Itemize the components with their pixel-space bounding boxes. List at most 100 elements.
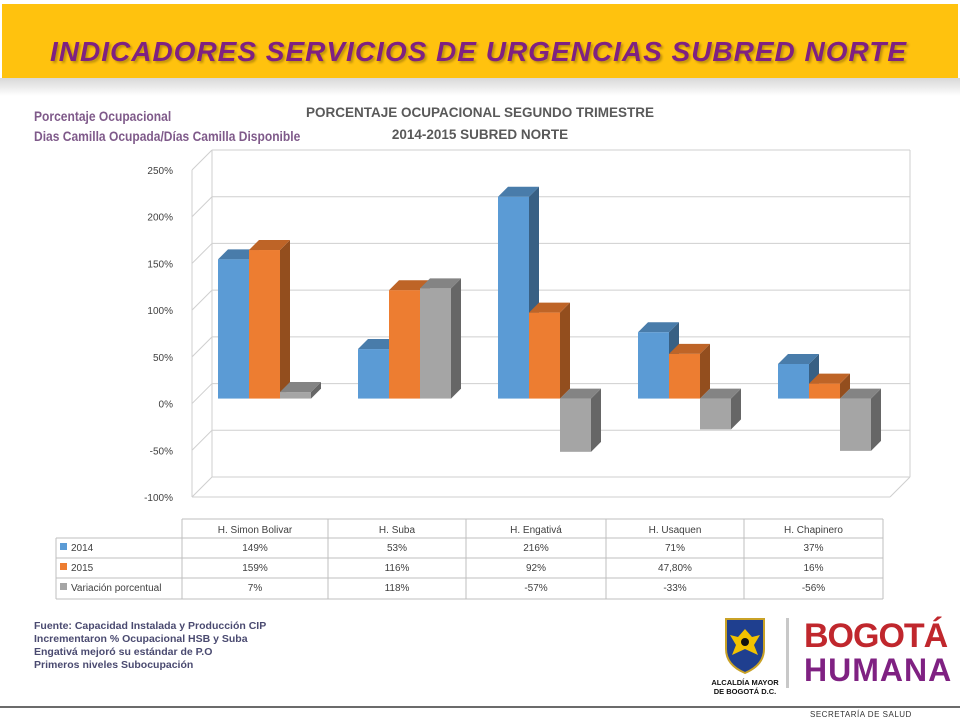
gridline-side	[191, 149, 213, 171]
bar-side	[591, 388, 601, 452]
legend-label: 2015	[71, 563, 94, 574]
legend-swatch	[60, 543, 67, 550]
data-label: 118%	[385, 583, 410, 594]
bar	[389, 290, 420, 399]
legend-label: Variación porcentual	[71, 583, 161, 594]
indicator-label: Porcentaje Ocupacional Dias Camilla Ocup…	[34, 106, 300, 146]
bar-side	[871, 388, 881, 451]
bar-top	[669, 343, 710, 354]
data-label: 71%	[665, 543, 685, 554]
x-tick-label: H. Chapinero	[784, 525, 843, 536]
bar-top	[778, 354, 819, 365]
data-label: 47,80%	[658, 563, 692, 574]
legend-label: 2014	[71, 543, 94, 554]
note-line: Engativá mejoró su estándar de P.O	[34, 646, 213, 658]
data-label: -56%	[802, 583, 825, 594]
bar	[249, 250, 280, 399]
bar-side	[560, 302, 570, 399]
chart-title: PORCENTAJE OCUPACIONAL SEGUNDO TRIMESTRE…	[200, 102, 760, 146]
footer-line	[0, 706, 960, 708]
gridline-side	[191, 476, 213, 498]
chart-title-line2: 2014-2015 SUBRED NORTE	[391, 127, 569, 142]
data-label: -33%	[663, 583, 686, 594]
bar-top	[389, 280, 430, 291]
y-tick-label: -50%	[150, 446, 173, 457]
note-line: Incrementaron % Ocupacional HSB y Suba	[34, 633, 248, 645]
bar-top	[560, 388, 601, 399]
bar-side	[840, 373, 850, 399]
data-label: 53%	[387, 543, 407, 554]
bar-top	[420, 278, 461, 289]
x-tick-label: H. Suba	[379, 525, 416, 536]
title-banner	[2, 4, 958, 78]
bar-top	[249, 240, 290, 251]
x-tick-label: H. Engativá	[510, 525, 562, 536]
y-tick-label: 200%	[147, 213, 173, 224]
logo-divider	[786, 618, 789, 688]
bar	[560, 398, 591, 452]
data-label: 216%	[523, 543, 549, 554]
data-label: 159%	[242, 563, 268, 574]
floor-edge	[889, 476, 911, 498]
gridline-side	[191, 383, 213, 404]
bar	[778, 364, 809, 399]
y-tick-label: 150%	[147, 259, 173, 270]
notes-block: Fuente: Capacidad Instalada y Producción…	[34, 620, 266, 672]
y-tick-label: 100%	[147, 306, 173, 317]
legend-swatch	[60, 583, 67, 590]
bar-top	[498, 186, 539, 197]
logo-text-line1: ALCALDÍA MAYOR	[711, 678, 779, 687]
bar	[809, 383, 840, 399]
indicator-label-line1: Porcentaje Ocupacional	[34, 108, 172, 124]
banner-shadow	[0, 78, 960, 96]
footer-text: SECRETARÍA DE SALUD	[810, 710, 912, 719]
gridline-side	[191, 289, 213, 311]
gridline-side	[191, 243, 213, 264]
bar	[840, 398, 871, 451]
gridline-side	[191, 336, 213, 358]
bar-top	[358, 339, 399, 350]
bar	[669, 353, 700, 399]
y-tick-label: 50%	[153, 353, 173, 364]
note-line: Primeros niveles Subocupación	[34, 659, 194, 671]
bar-top	[700, 388, 741, 399]
legend-swatch	[60, 563, 67, 570]
bar-side	[700, 343, 710, 399]
bar-top	[840, 388, 881, 399]
x-tick-label: H. Simon Bolivar	[218, 525, 293, 536]
data-label: 16%	[803, 563, 823, 574]
bar	[638, 332, 669, 399]
gridline-side	[191, 429, 213, 451]
gridline-side	[191, 196, 213, 218]
brand-top: BOGOTÁ	[804, 617, 948, 655]
bar-top	[218, 249, 259, 260]
bar	[280, 392, 311, 399]
bogota-humana-brand: BOGOTÁ HUMANA	[804, 617, 953, 690]
bar	[529, 312, 560, 399]
data-label: 149%	[242, 543, 268, 554]
bar-side	[280, 240, 290, 399]
logo-text-line2: DE BOGOTÁ D.C.	[714, 687, 777, 696]
bar-top	[809, 373, 850, 384]
data-label: 116%	[385, 563, 410, 574]
data-label: 37%	[803, 543, 823, 554]
bar-side	[311, 382, 321, 399]
data-label: 92%	[526, 563, 546, 574]
bar-top	[280, 382, 321, 393]
y-tick-label: -100%	[144, 493, 173, 504]
bar	[700, 398, 731, 430]
note-source: Fuente: Capacidad Instalada y Producción…	[34, 620, 267, 632]
bar-side	[451, 278, 461, 399]
data-label: 7%	[248, 583, 263, 594]
bar-side	[731, 388, 741, 430]
chart-title-line1: PORCENTAJE OCUPACIONAL SEGUNDO TRIMESTRE	[305, 105, 655, 120]
brand-bottom: HUMANA	[804, 652, 953, 688]
bar	[498, 196, 529, 399]
bar-top	[638, 322, 679, 333]
y-tick-label: 0%	[159, 400, 174, 411]
x-tick-label: H. Usaquen	[649, 525, 702, 536]
indicator-label-line2: Dias Camilla Ocupada/Días Camilla Dispon…	[34, 128, 301, 144]
bar	[358, 349, 389, 399]
alcaldia-logo: ALCALDÍA MAYOR DE BOGOTÁ D.C.	[711, 618, 779, 696]
